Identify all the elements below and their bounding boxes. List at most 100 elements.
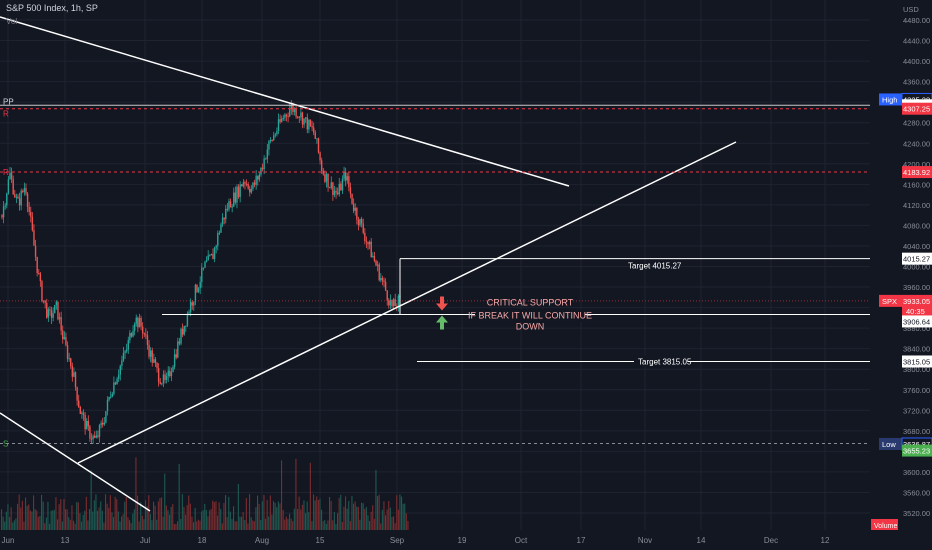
target-upper-value: 4015.27 <box>903 255 930 264</box>
target-lower-value-bg <box>902 355 932 368</box>
uptrend-line[interactable] <box>77 141 737 464</box>
candle <box>282 117 285 119</box>
candle <box>298 116 301 118</box>
candle <box>373 256 376 261</box>
candle <box>245 183 248 185</box>
lower-trend-line[interactable] <box>0 412 151 512</box>
y-tick-label: 3720.00 <box>903 406 930 415</box>
volume-bar <box>108 508 110 530</box>
candle <box>42 300 45 302</box>
candle <box>309 119 312 127</box>
candle <box>161 383 163 385</box>
candle <box>170 371 173 377</box>
volume-bar <box>148 495 150 530</box>
y-tick-label: 4040.00 <box>903 242 930 251</box>
volume-bar <box>397 509 399 530</box>
candle <box>328 187 331 189</box>
candle <box>60 317 62 331</box>
candle <box>325 173 328 182</box>
volume-bar <box>293 508 295 530</box>
volume-bar <box>289 513 291 530</box>
volume-bar <box>290 518 292 530</box>
candle <box>343 172 345 179</box>
candle <box>82 412 85 415</box>
candle <box>87 420 90 427</box>
candle <box>376 264 379 266</box>
volume-bar <box>76 501 78 530</box>
candle <box>154 359 157 364</box>
currency-label: USD <box>903 5 919 14</box>
candle <box>183 325 185 335</box>
candle <box>368 241 371 245</box>
volume-bar <box>308 512 310 530</box>
candle <box>228 201 230 210</box>
y-tick-label: 4240.00 <box>903 139 930 148</box>
volume-bar <box>81 521 83 530</box>
volume-bar <box>377 496 379 530</box>
candle <box>103 422 105 425</box>
volume-bar <box>225 495 227 530</box>
candle <box>285 114 288 116</box>
volume-bar <box>151 520 153 530</box>
candle <box>396 306 398 308</box>
volume-bar <box>335 523 337 530</box>
volume-bar <box>242 512 244 530</box>
candle <box>98 425 101 437</box>
target-upper-value-bg <box>902 252 932 265</box>
candle <box>336 192 339 195</box>
candle <box>257 176 259 180</box>
volume-bar <box>223 502 225 530</box>
candle <box>287 115 289 117</box>
candle <box>327 173 329 188</box>
volume-bar <box>47 501 49 530</box>
candle <box>172 366 174 372</box>
candle <box>9 172 11 180</box>
candle <box>383 280 385 282</box>
candle <box>314 132 316 139</box>
candle <box>250 188 253 193</box>
critical-support-text: CRITICAL SUPPORT <box>487 297 574 307</box>
candle <box>57 301 59 320</box>
r-upper-value-bg <box>902 102 932 115</box>
volume-label: Vol <box>6 17 18 26</box>
volume-bar <box>367 515 369 530</box>
candle <box>340 183 342 191</box>
low-value: 3636.87 <box>903 440 930 449</box>
candle <box>205 260 208 262</box>
volume-bar <box>301 504 303 530</box>
volume-bar <box>359 519 361 530</box>
volume-bar <box>346 508 348 530</box>
volume-bar <box>61 521 63 530</box>
candle <box>351 193 353 204</box>
volume-bar <box>201 511 203 530</box>
candle <box>4 205 6 207</box>
downtrend-line[interactable] <box>0 16 570 187</box>
volume-bar <box>177 521 179 530</box>
candle <box>97 435 99 437</box>
candle <box>311 126 313 128</box>
volume-bar <box>204 503 206 530</box>
candle <box>319 152 321 161</box>
volume-bar <box>221 523 223 530</box>
candle <box>384 281 387 291</box>
candle <box>229 201 232 208</box>
volume-bar <box>228 496 230 530</box>
volume-bar <box>309 462 311 530</box>
candle <box>89 426 91 439</box>
volume-bar <box>113 517 115 530</box>
volume-bar <box>265 518 267 530</box>
volume-bar <box>401 496 403 530</box>
volume-bar <box>58 504 60 530</box>
volume-badge-bg <box>871 519 898 530</box>
volume-bar <box>380 523 382 530</box>
candle <box>100 422 102 426</box>
volume-bar <box>21 500 23 530</box>
volume-bar <box>132 513 134 530</box>
candle <box>359 218 361 226</box>
volume-bar <box>199 520 201 530</box>
volume-bar <box>97 510 99 530</box>
volume-bar <box>341 521 343 530</box>
candle <box>22 190 24 192</box>
volume-bar <box>285 516 287 530</box>
